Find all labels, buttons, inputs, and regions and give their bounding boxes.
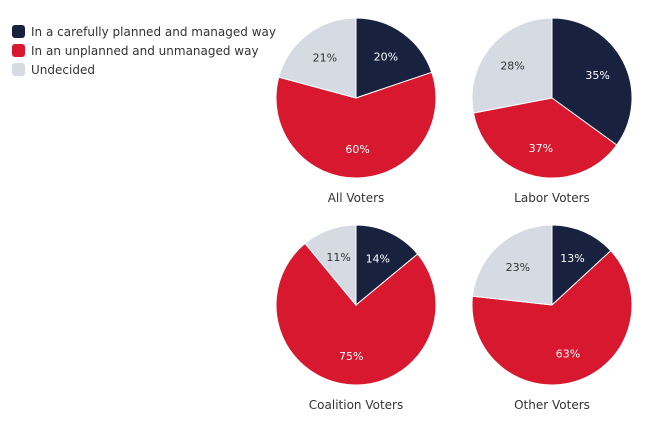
pie-slice-other-voters-planned[interactable] [551, 224, 612, 307]
data-label-coalition-voters-unplanned: 75% [339, 350, 363, 363]
data-label-coalition-voters-planned: 14% [366, 253, 390, 266]
legend: In a carefully planned and managed way I… [12, 22, 276, 79]
data-label-labor-voters-planned: 35% [585, 69, 609, 82]
data-label-labor-voters-undecided: 28% [500, 59, 524, 72]
pie-slice-other-voters-undecided[interactable] [471, 224, 553, 306]
legend-item-planned[interactable]: In a carefully planned and managed way [12, 22, 276, 41]
data-label-labor-voters-unplanned: 37% [529, 142, 553, 155]
legend-swatch-unplanned [12, 44, 25, 57]
legend-item-unplanned[interactable]: In an unplanned and unmanaged way [12, 41, 276, 60]
chart-title-all-voters: All Voters [328, 191, 385, 205]
data-label-other-voters-unplanned: 63% [556, 348, 580, 361]
pie-slice-coalition-voters-unplanned[interactable] [275, 242, 437, 386]
pie-slice-labor-voters-undecided[interactable] [471, 17, 553, 114]
data-label-all-voters-planned: 20% [374, 50, 398, 63]
pie-slice-all-voters-undecided[interactable] [278, 17, 357, 99]
legend-label-undecided: Undecided [31, 62, 95, 77]
legend-swatch-undecided [12, 63, 25, 76]
pie-chart-other-voters: 13% 63% 23% Other Voters [471, 224, 633, 412]
data-label-coalition-voters-undecided: 11% [326, 251, 350, 264]
legend-label-unplanned: In an unplanned and unmanaged way [31, 43, 259, 58]
pie-slice-coalition-voters-planned[interactable] [355, 224, 419, 307]
chart-title-coalition-voters: Coalition Voters [309, 398, 403, 412]
legend-swatch-planned [12, 25, 25, 38]
legend-item-undecided[interactable]: Undecided [12, 60, 276, 79]
data-label-other-voters-planned: 13% [560, 252, 584, 265]
pie-chart-all-voters: 20% 60% 21% All Voters [275, 17, 437, 205]
chart-title-labor-voters: Labor Voters [514, 191, 590, 205]
data-label-all-voters-unplanned: 60% [345, 143, 369, 156]
chart-title-other-voters: Other Voters [514, 398, 590, 412]
pie-slice-coalition-voters-undecided[interactable] [304, 224, 357, 307]
pie-slice-other-voters-unplanned[interactable] [471, 250, 633, 386]
pie-slice-labor-voters-unplanned[interactable] [472, 97, 618, 179]
pie-slice-labor-voters-planned[interactable] [551, 17, 633, 146]
data-label-other-voters-undecided: 23% [506, 261, 530, 274]
pie-chart-coalition-voters: 14% 75% 11% Coalition Voters [275, 224, 437, 412]
legend-label-planned: In a carefully planned and managed way [31, 24, 276, 39]
data-label-all-voters-undecided: 21% [313, 51, 337, 64]
pie-slice-all-voters-planned[interactable] [355, 17, 433, 99]
pie-slice-all-voters-unplanned[interactable] [275, 71, 437, 179]
pie-chart-labor-voters: 35% 37% 28% Labor Voters [471, 17, 633, 205]
